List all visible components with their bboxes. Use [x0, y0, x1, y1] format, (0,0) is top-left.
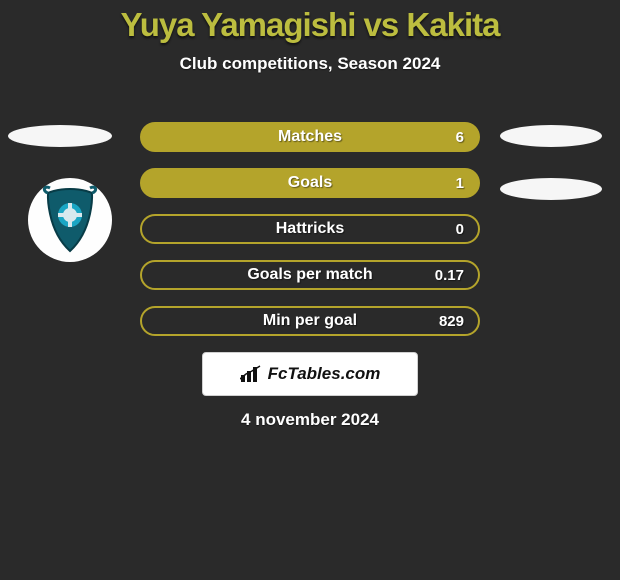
- club-crest-icon: [40, 185, 100, 255]
- stat-label: Min per goal: [263, 312, 357, 330]
- stat-label: Hattricks: [276, 220, 344, 238]
- subtitle: Club competitions, Season 2024: [0, 54, 620, 74]
- stat-label: Goals per match: [247, 266, 372, 284]
- stat-row: Min per goal 829: [140, 306, 480, 336]
- stat-row: Goals per match 0.17: [140, 260, 480, 290]
- stat-label: Matches: [278, 128, 342, 146]
- stat-value: 6: [456, 129, 464, 146]
- stats-rows: Matches 6 Goals 1 Hattricks 0 Goals per match 0…: [140, 122, 480, 352]
- stat-row: Hattricks 0: [140, 214, 480, 244]
- stat-value: 0.17: [435, 267, 464, 284]
- stat-value: 1: [456, 175, 464, 192]
- footer-attribution-text: FcTables.com: [268, 364, 381, 384]
- player-left-placeholder: [8, 125, 112, 147]
- footer-attribution[interactable]: FcTables.com: [202, 352, 418, 396]
- stat-label: Goals: [288, 174, 332, 192]
- club-crest: [28, 178, 112, 262]
- bar-chart-icon: [240, 365, 262, 383]
- footer-date: 4 november 2024: [0, 410, 620, 430]
- page-title: Yuya Yamagishi vs Kakita: [0, 0, 620, 44]
- stat-value: 0: [456, 221, 464, 238]
- player-right-placeholder-1: [500, 125, 602, 147]
- stat-value: 829: [439, 313, 464, 330]
- stat-row: Matches 6: [140, 122, 480, 152]
- stat-row: Goals 1: [140, 168, 480, 198]
- player-right-placeholder-2: [500, 178, 602, 200]
